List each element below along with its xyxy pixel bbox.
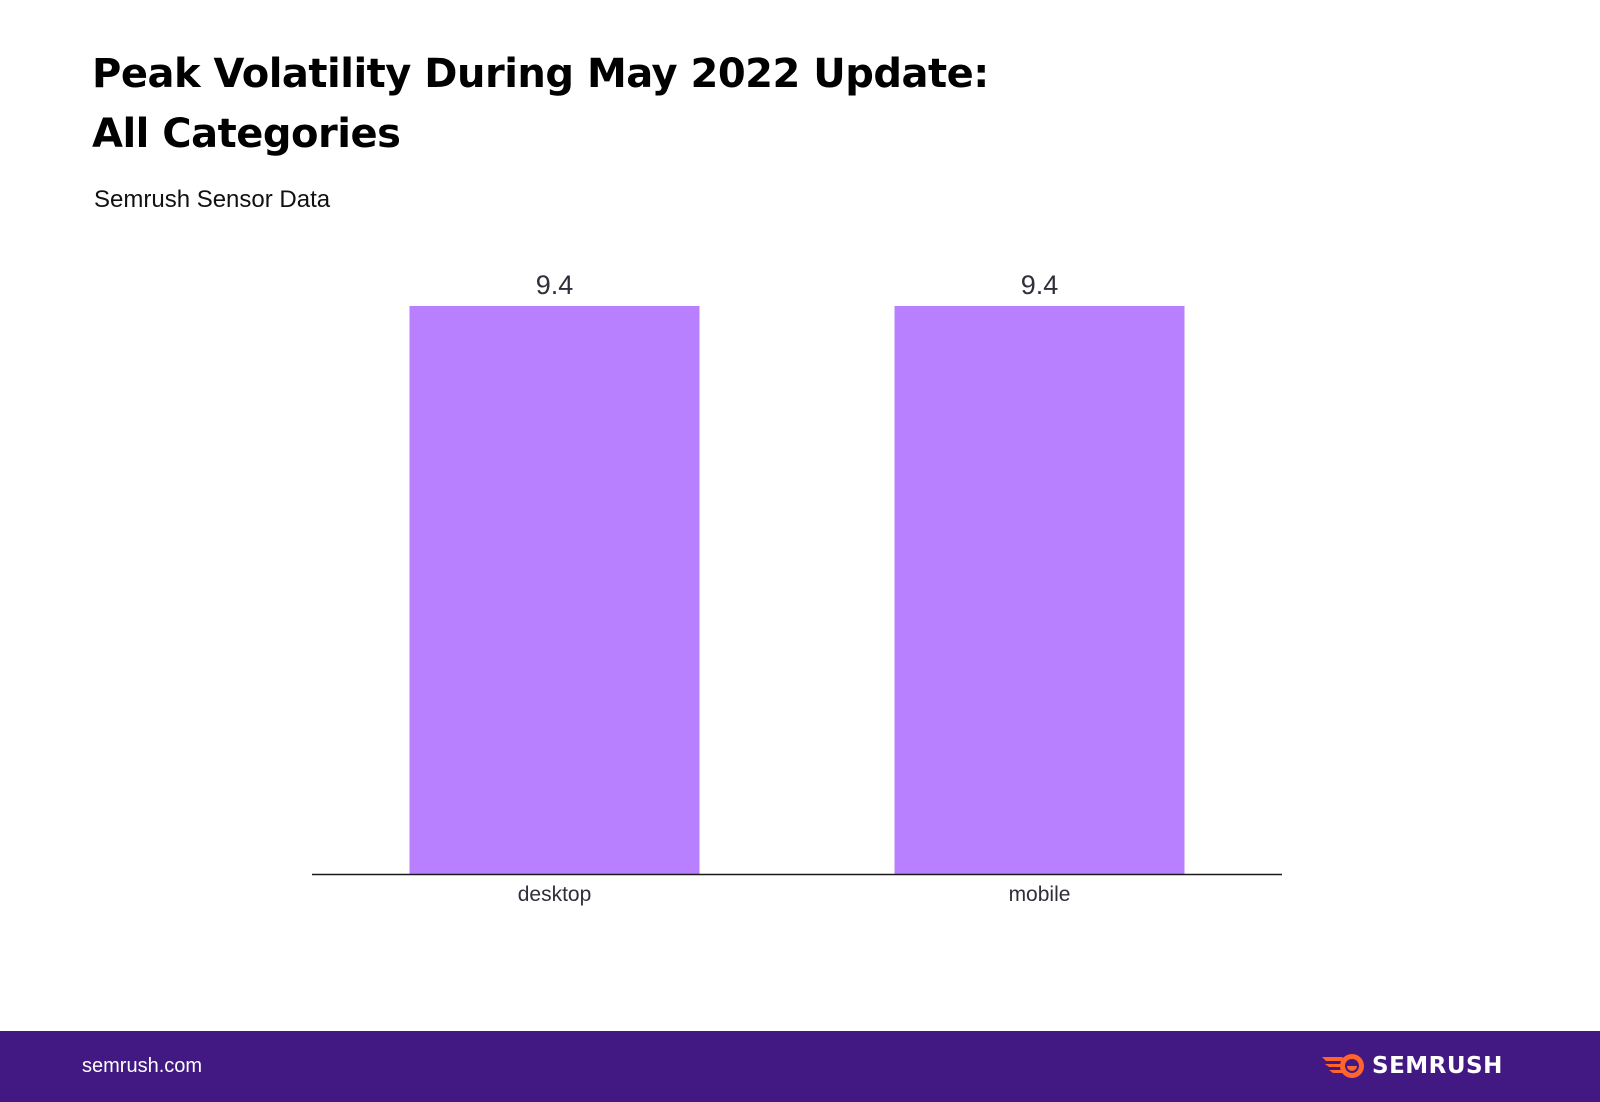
brand-name: SEMRUSH — [1372, 1053, 1503, 1079]
bar-desktop — [409, 306, 700, 874]
brand-logo: SEMRUSH — [1320, 1050, 1503, 1082]
chart-subtitle: Semrush Sensor Data — [94, 186, 331, 213]
bar-mobile — [894, 306, 1185, 874]
footer-url: semrush.com — [82, 1055, 203, 1077]
chart-title: Peak Volatility During May 2022 Update: … — [92, 44, 989, 164]
footer-bar: semrush.com SEMRUSH — [0, 1031, 1600, 1102]
semrush-fire-icon — [1322, 1054, 1364, 1078]
bar-chart: 9.4 desktop 9.4 mobile — [312, 270, 1282, 906]
tick-label-mobile: mobile — [1009, 883, 1071, 906]
chart-title-line-1: Peak Volatility During May 2022 Update: — [92, 51, 989, 97]
chart-title-line-2: All Categories — [92, 111, 401, 157]
tick-label-desktop: desktop — [518, 883, 592, 906]
value-label-desktop: 9.4 — [536, 270, 574, 300]
value-label-mobile: 9.4 — [1021, 270, 1059, 300]
